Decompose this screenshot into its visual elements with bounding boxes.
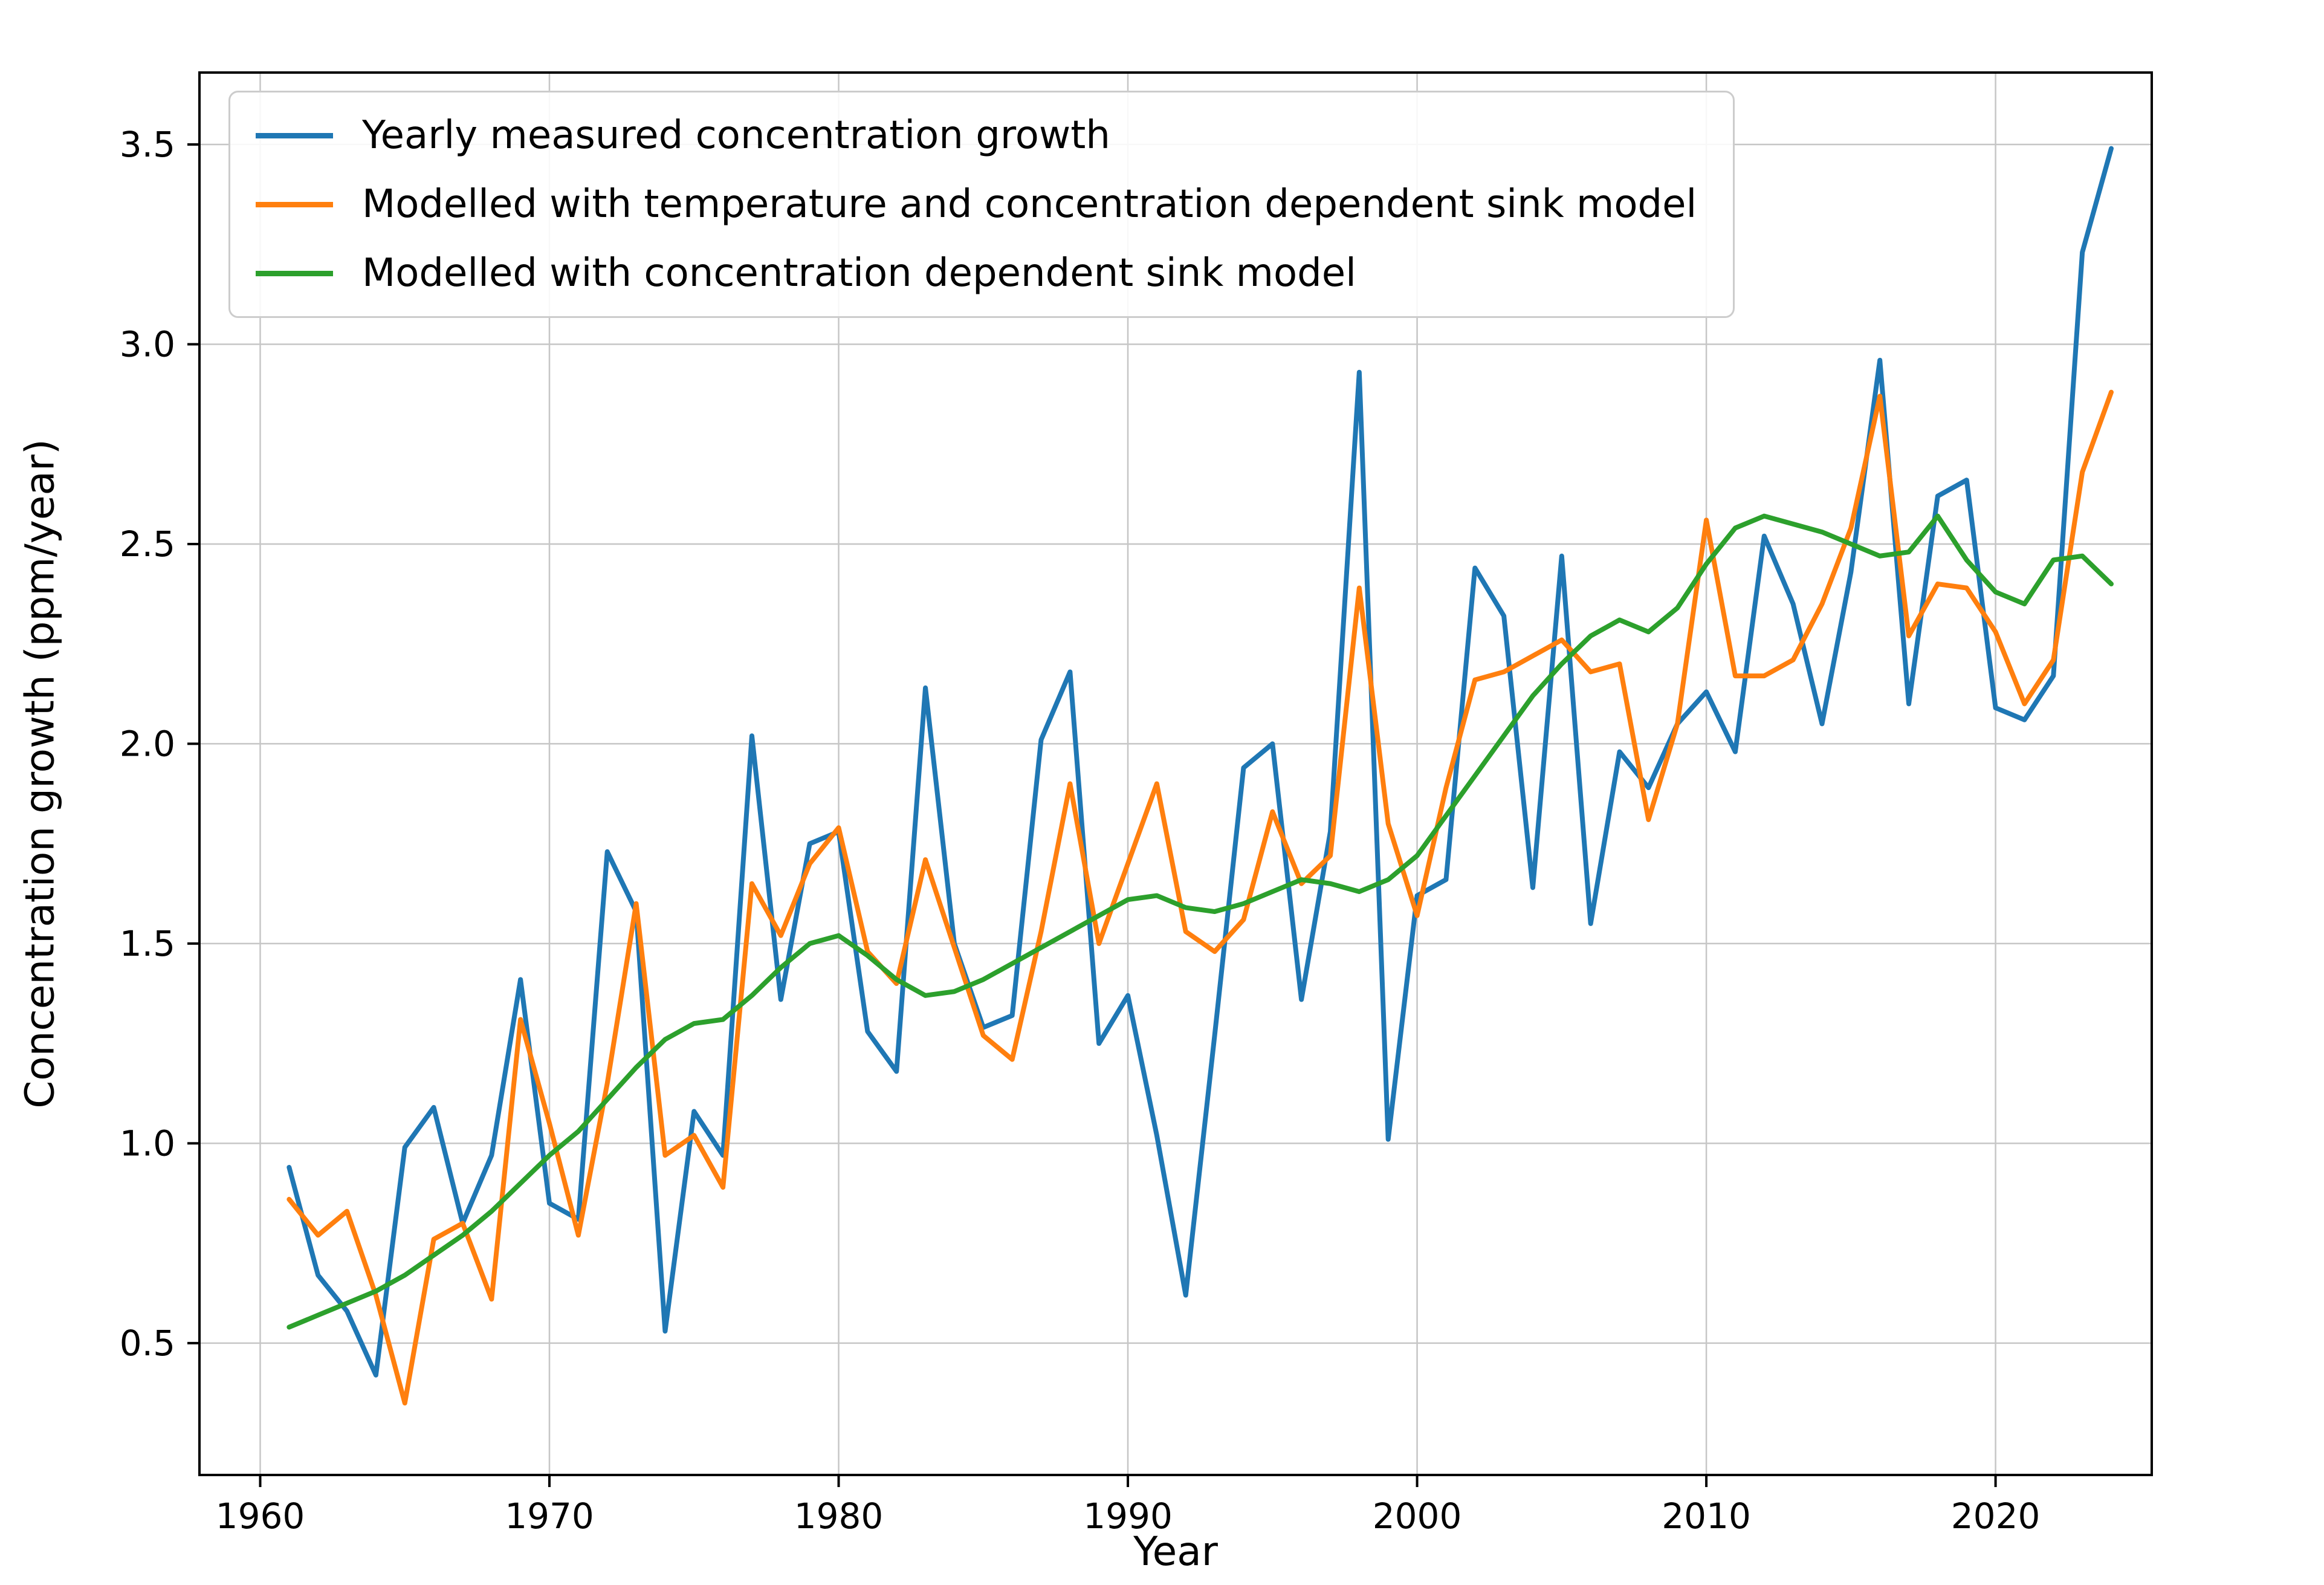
x-tick-label-2010: 2010 — [1662, 1496, 1751, 1537]
y-tick-label-3: 3.0 — [120, 323, 175, 365]
y-tick-label-2: 2.0 — [120, 723, 175, 764]
series-line-2 — [286, 513, 2114, 1330]
x-tick-label-1980: 1980 — [794, 1496, 884, 1537]
series-line-0 — [286, 146, 2114, 1378]
series-line-1 — [286, 389, 2114, 1406]
legend: Yearly measured concentration growth Mod… — [228, 91, 1735, 318]
legend-item-temp-conc-model: Modelled with temperature and concentrat… — [256, 182, 1697, 227]
legend-line-swatch-temp-conc-model — [256, 201, 333, 207]
y-axis-title: Concentration growth (ppm/year) — [16, 439, 63, 1109]
y-tick-label-0.5: 0.5 — [120, 1323, 175, 1364]
x-tick-label-2020: 2020 — [1951, 1496, 2041, 1537]
legend-label-measured: Yearly measured concentration growth — [362, 113, 1110, 158]
y-tick-label-1.5: 1.5 — [120, 923, 175, 964]
legend-label-temp-conc-model: Modelled with temperature and concentrat… — [362, 182, 1697, 227]
plot-border — [198, 71, 2153, 1476]
legend-item-conc-model: Modelled with concentration dependent si… — [256, 251, 1697, 296]
x-tick-label-1970: 1970 — [505, 1496, 594, 1537]
y-tick-label-2.5: 2.5 — [120, 523, 175, 565]
x-axis-title: Year — [1133, 1528, 1218, 1575]
x-tick-label-2000: 2000 — [1373, 1496, 1462, 1537]
y-tick-label-1: 1.0 — [120, 1123, 175, 1164]
legend-item-measured: Yearly measured concentration growth — [256, 113, 1697, 158]
legend-line-swatch-conc-model — [256, 270, 333, 276]
x-tick-label-1960: 1960 — [216, 1496, 305, 1537]
legend-line-swatch-measured — [256, 132, 333, 138]
legend-label-conc-model: Modelled with concentration dependent si… — [362, 251, 1356, 296]
x-tick-label-1990: 1990 — [1083, 1496, 1173, 1537]
y-tick-label-3.5: 3.5 — [120, 124, 175, 165]
